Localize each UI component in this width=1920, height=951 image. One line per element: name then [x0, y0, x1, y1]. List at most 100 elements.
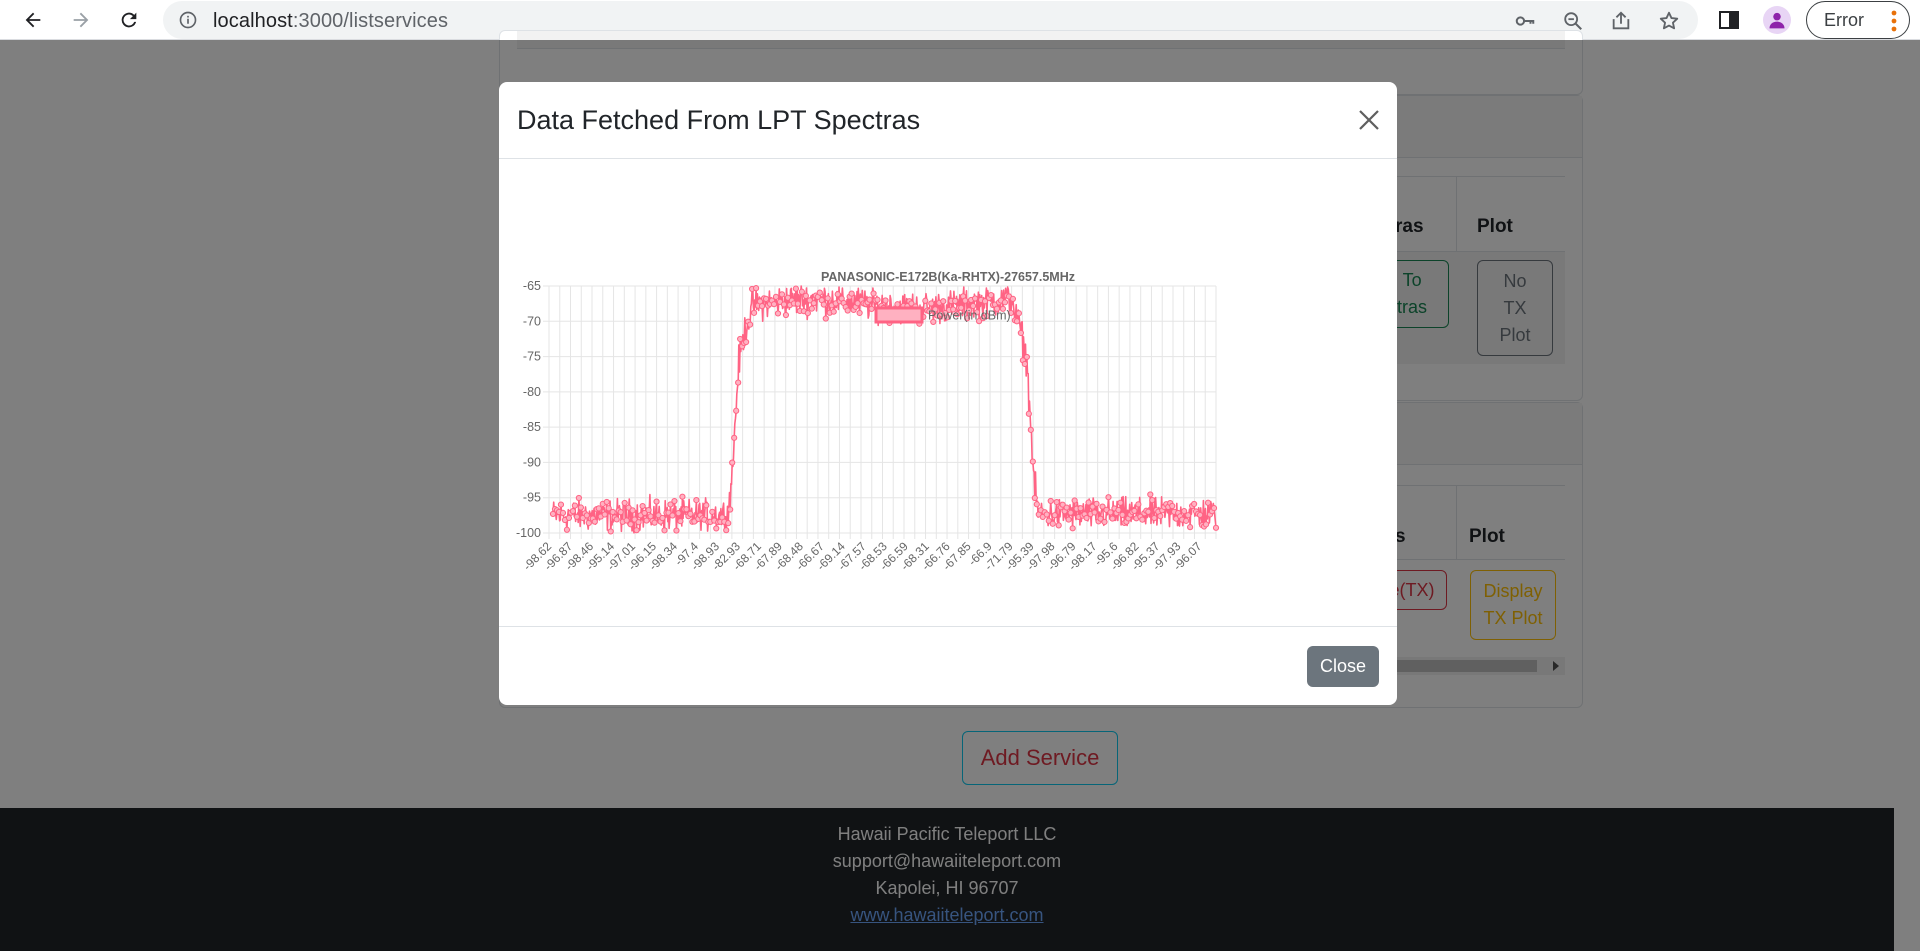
profile-avatar[interactable]	[1763, 6, 1791, 34]
data-point	[950, 306, 957, 313]
profile-error-chip[interactable]: Error	[1806, 1, 1910, 39]
data-point	[758, 303, 766, 310]
data-point	[583, 512, 590, 519]
data-point	[633, 527, 640, 534]
data-point	[703, 502, 710, 509]
data-point	[834, 291, 841, 298]
spectrum-chart: -65-70-75-80-85-90-95-100-98.62-96.87-98…	[516, 270, 1220, 573]
data-point	[1169, 502, 1176, 510]
data-point	[1047, 497, 1054, 505]
back-button[interactable]	[17, 4, 49, 36]
data-point	[1185, 512, 1192, 519]
data-point	[798, 288, 805, 295]
data-point	[571, 502, 579, 509]
data-point	[932, 306, 939, 313]
data-point	[687, 510, 694, 517]
data-point	[735, 379, 742, 386]
data-point	[639, 502, 646, 510]
data-point	[866, 296, 873, 303]
data-point	[1101, 518, 1108, 526]
data-point	[928, 300, 935, 307]
data-point	[1069, 525, 1076, 532]
data-point	[1089, 503, 1096, 510]
reload-button[interactable]	[113, 4, 145, 36]
data-point	[723, 527, 730, 534]
data-point	[1099, 503, 1106, 510]
chart-axes: -65-70-75-80-85-90-95-100-98.62-96.87-98…	[516, 279, 1205, 573]
data-point	[1190, 500, 1198, 508]
more-vert-icon	[1891, 10, 1897, 32]
data-point	[1055, 522, 1062, 529]
data-point	[1202, 521, 1210, 528]
data-point	[1145, 508, 1152, 515]
data-point	[1045, 517, 1052, 524]
data-point	[595, 505, 602, 512]
data-point	[952, 297, 959, 305]
data-point	[1015, 310, 1022, 317]
data-point	[983, 312, 991, 320]
side-panel-icon[interactable]	[1717, 8, 1741, 32]
data-point	[577, 504, 584, 511]
data-point	[908, 300, 915, 307]
data-point	[645, 507, 652, 514]
data-point	[1007, 309, 1015, 317]
y-tick-label: -95	[523, 491, 541, 505]
data-point	[731, 434, 738, 441]
data-point	[1157, 513, 1164, 520]
share-icon[interactable]	[1609, 9, 1633, 33]
data-point	[669, 512, 676, 519]
data-point	[1210, 504, 1218, 512]
key-icon[interactable]	[1513, 9, 1537, 33]
y-tick-label: -90	[523, 455, 541, 469]
zoom-out-icon[interactable]	[1561, 9, 1585, 33]
data-point	[569, 508, 577, 515]
data-point	[844, 307, 851, 314]
data-point	[1187, 524, 1194, 531]
data-point	[661, 527, 668, 534]
y-tick-label: -85	[523, 420, 541, 434]
data-point	[868, 305, 875, 312]
data-point	[1139, 516, 1146, 523]
close-button-label: Close	[1319, 656, 1367, 676]
chart-grid	[543, 285, 1217, 539]
data-point	[780, 301, 788, 308]
data-point	[621, 499, 628, 507]
data-point	[573, 513, 580, 520]
data-point	[671, 497, 678, 505]
data-point	[1115, 506, 1122, 514]
data-point	[973, 309, 981, 316]
data-point	[1043, 511, 1050, 518]
data-point	[1147, 491, 1154, 498]
modal-body: -65 -70 -75 -80 -85 -90 -95 -100 -98.62 -96.87 -98…	[499, 160, 1397, 627]
data-point	[922, 297, 929, 304]
data-point	[559, 509, 567, 517]
data-point	[1065, 516, 1072, 523]
data-point	[810, 300, 817, 307]
bookmark-star-icon[interactable]	[1657, 9, 1681, 33]
data-point	[1212, 524, 1220, 531]
data-point	[675, 510, 682, 517]
close-icon[interactable]	[1357, 108, 1381, 132]
data-point	[1013, 318, 1021, 325]
data-point	[591, 518, 598, 525]
data-point	[665, 509, 672, 516]
data-point	[882, 297, 889, 304]
data-point	[792, 285, 800, 292]
data-point	[617, 509, 624, 516]
chart-title: PANASONIC-E172B(Ka-RHTX)-27657.5MHz	[821, 270, 1075, 284]
data-point	[557, 501, 565, 508]
data-point	[727, 506, 734, 513]
data-point	[1204, 499, 1212, 506]
forward-button[interactable]	[65, 4, 97, 36]
data-point	[1021, 360, 1028, 368]
data-point	[667, 501, 674, 508]
info-icon[interactable]	[178, 10, 198, 30]
data-point	[987, 291, 995, 299]
close-button[interactable]: Close	[1307, 646, 1379, 687]
url-path: :3000/listservices	[292, 10, 449, 32]
data-point	[1063, 504, 1070, 511]
data-point	[1071, 497, 1078, 504]
data-point	[966, 307, 973, 314]
data-point	[954, 311, 961, 318]
url-host: localhost	[213, 10, 293, 32]
